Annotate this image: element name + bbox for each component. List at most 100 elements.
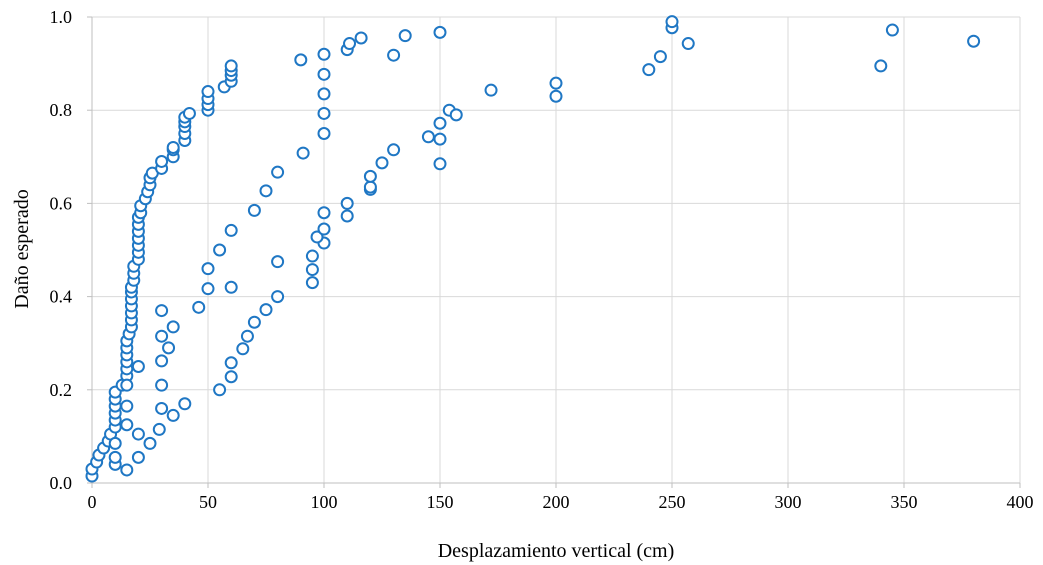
data-point <box>155 401 169 415</box>
data-point <box>108 450 122 464</box>
data-point <box>224 370 238 384</box>
data-point <box>108 436 122 450</box>
data-point <box>363 169 377 183</box>
x-tick-label: 400 <box>1007 492 1034 512</box>
data-point <box>449 108 463 122</box>
data-point <box>549 89 563 103</box>
gridlines <box>92 16 1021 483</box>
data-point <box>224 59 238 73</box>
data-point <box>433 132 447 146</box>
data-point <box>653 50 667 64</box>
data-point <box>317 127 331 140</box>
data-point <box>224 356 238 370</box>
data-point <box>192 300 206 314</box>
data-point <box>155 304 169 318</box>
data-point <box>317 87 331 101</box>
y-tick-label: 0.2 <box>50 380 73 400</box>
data-point <box>305 276 319 290</box>
data-point <box>642 63 656 77</box>
data-point <box>681 37 695 51</box>
data-point <box>155 354 169 368</box>
data-point <box>120 463 134 477</box>
data-point <box>271 290 285 304</box>
data-point <box>271 165 285 179</box>
data-point <box>549 76 563 90</box>
data-point <box>433 25 447 39</box>
x-tick-label: 350 <box>891 492 918 512</box>
data-point <box>162 341 176 355</box>
x-tick-label: 300 <box>775 492 802 512</box>
data-point <box>317 206 331 220</box>
x-tick-label: 50 <box>199 492 217 512</box>
data-point <box>310 230 324 244</box>
data-point <box>182 106 196 120</box>
data-point <box>201 282 215 296</box>
x-tick-label: 250 <box>659 492 686 512</box>
data-point <box>317 47 331 61</box>
data-point <box>317 106 331 120</box>
data-point <box>484 83 498 97</box>
data-point <box>343 37 357 51</box>
data-point <box>363 180 377 194</box>
x-tick-label: 200 <box>543 492 570 512</box>
data-point <box>247 315 261 329</box>
data-point <box>317 222 331 236</box>
data-point <box>305 263 319 277</box>
data-point <box>354 31 368 45</box>
data-point <box>166 408 180 422</box>
y-tick-label: 0.8 <box>50 100 73 120</box>
data-point <box>120 418 134 432</box>
data-point <box>296 146 310 160</box>
data-point <box>143 436 157 450</box>
data-point <box>178 397 192 411</box>
data-point <box>294 53 308 67</box>
data-point <box>259 184 273 198</box>
data-point <box>967 34 981 48</box>
tick-labels: 0 50 100 150 200 250 300 350 400 0.0 0.2 0.4 0.6 0.8 1… <box>50 7 1034 512</box>
data-point <box>387 48 401 62</box>
data-point <box>224 280 238 294</box>
data-point <box>120 378 134 392</box>
data-point <box>885 23 899 37</box>
data-point <box>259 303 273 317</box>
data-point <box>131 360 145 373</box>
data-point <box>213 383 227 397</box>
data-point <box>152 422 166 436</box>
data-point <box>271 255 285 269</box>
data-point <box>155 329 169 343</box>
data-point <box>201 262 215 276</box>
data-point <box>224 223 238 237</box>
data-point <box>120 399 134 413</box>
data-point <box>421 130 435 144</box>
x-axis-label: Desplazamiento vertical (cm) <box>438 540 675 562</box>
data-point <box>201 85 215 99</box>
data-point <box>317 67 331 81</box>
x-tick-label: 100 <box>311 492 338 512</box>
data-point <box>340 209 354 223</box>
y-tick-label: 1.0 <box>50 7 73 27</box>
data-point <box>166 320 180 334</box>
data-point <box>236 342 250 356</box>
y-tick-label: 0.0 <box>50 473 73 493</box>
x-tick-label: 150 <box>427 492 454 512</box>
data-point <box>433 116 447 130</box>
data-point <box>665 15 679 29</box>
data-point <box>131 450 145 464</box>
data-point <box>247 203 261 217</box>
data-point <box>240 329 254 343</box>
data-point <box>387 143 401 157</box>
data-point <box>874 59 888 73</box>
y-tick-label: 0.6 <box>50 193 73 213</box>
data-point <box>131 427 145 441</box>
data-point <box>155 378 169 392</box>
y-tick-label: 0.4 <box>50 287 73 307</box>
y-axis-label: Daño esperado <box>11 189 33 308</box>
data-point <box>305 249 319 263</box>
data-point <box>398 29 412 43</box>
data-point <box>340 196 354 210</box>
data-points <box>85 15 981 483</box>
axes <box>87 16 1021 488</box>
data-point <box>155 154 169 168</box>
data-point <box>433 157 447 171</box>
